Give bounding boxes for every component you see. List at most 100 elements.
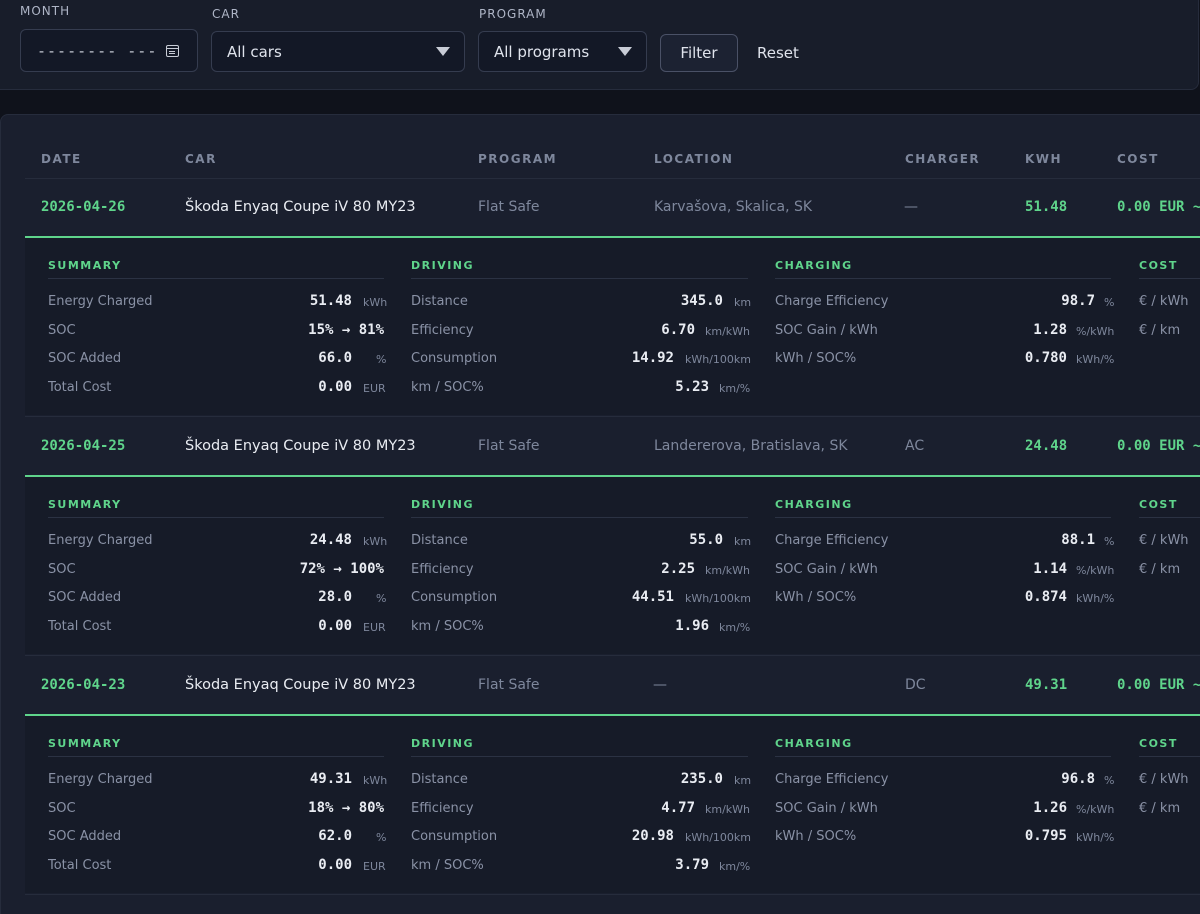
soc-gain-label: SOC Gain / kWh bbox=[775, 562, 878, 577]
energy-charged-unit: kWh bbox=[363, 535, 388, 548]
efficiency-unit: km/kWh bbox=[705, 803, 751, 816]
section-divider bbox=[775, 756, 1111, 757]
soc-value: 18% → 80% bbox=[308, 800, 384, 816]
km-per-soc-value: 3.79 bbox=[675, 857, 709, 873]
header-kwh[interactable]: KWH bbox=[1025, 152, 1063, 166]
consumption-value: 44.51 bbox=[631, 589, 674, 605]
driving-title: DRIVING bbox=[411, 737, 475, 750]
energy-charged-value: 51.48 bbox=[309, 293, 352, 309]
energy-charged-value: 49.31 bbox=[309, 771, 352, 787]
efficiency-value: 4.77 bbox=[661, 800, 695, 816]
row-detail-panel bbox=[25, 477, 1200, 654]
distance-value: 235.0 bbox=[680, 771, 723, 787]
section-divider bbox=[775, 278, 1111, 279]
km-per-soc-unit: km/% bbox=[719, 860, 751, 873]
month-input[interactable]: -------- --- bbox=[20, 29, 198, 72]
soc-label: SOC bbox=[48, 801, 76, 816]
header-charger[interactable]: CHARGER bbox=[905, 152, 981, 166]
car-select-value: All cars bbox=[227, 42, 282, 61]
soc-gain-value: 1.28 bbox=[1033, 322, 1067, 338]
charge-efficiency-value: 96.8 bbox=[1061, 771, 1095, 787]
distance-label: Distance bbox=[411, 294, 468, 309]
header-car[interactable]: CAR bbox=[185, 152, 217, 166]
efficiency-label: Efficiency bbox=[411, 801, 474, 816]
cost-per-kwh-label: € / kWh bbox=[1139, 294, 1189, 309]
row-detail-panel bbox=[25, 238, 1200, 415]
summary-title: SUMMARY bbox=[48, 498, 122, 511]
total-cost-unit: EUR bbox=[363, 382, 386, 395]
chevron-down-icon bbox=[436, 47, 450, 56]
kwh-per-soc-value: 0.874 bbox=[1024, 589, 1067, 605]
soc-gain-unit: %/kWh bbox=[1076, 325, 1115, 338]
row-charger: DC bbox=[905, 677, 926, 693]
energy-charged-value: 24.48 bbox=[309, 532, 352, 548]
soc-added-value: 28.0 bbox=[318, 589, 352, 605]
charge-efficiency-unit: % bbox=[1104, 296, 1115, 309]
program-select[interactable]: All programs bbox=[478, 31, 647, 72]
row-divider bbox=[25, 655, 1200, 656]
charging-title: CHARGING bbox=[775, 259, 853, 272]
row-kwh: 49.31 bbox=[1025, 677, 1068, 693]
row-kwh: 24.48 bbox=[1025, 438, 1068, 454]
soc-added-label: SOC Added bbox=[48, 590, 122, 605]
driving-title: DRIVING bbox=[411, 259, 475, 272]
row-cost: 0.00 EUR ~ bbox=[1117, 438, 1200, 454]
soc-label: SOC bbox=[48, 562, 76, 577]
row-car: Škoda Enyaq Coupe iV 80 MY23 bbox=[185, 677, 416, 693]
header-location[interactable]: LOCATION bbox=[654, 152, 734, 166]
total-cost-label: Total Cost bbox=[48, 858, 112, 873]
cost-title: COST bbox=[1139, 259, 1178, 272]
chevron-down-icon bbox=[618, 47, 632, 56]
cost-per-km-label: € / km bbox=[1139, 323, 1181, 338]
soc-value: 15% → 81% bbox=[308, 322, 384, 338]
km-per-soc-value: 5.23 bbox=[675, 379, 709, 395]
consumption-label: Consumption bbox=[411, 829, 498, 844]
consumption-unit: kWh/100km bbox=[685, 831, 752, 844]
header-program[interactable]: PROGRAM bbox=[478, 152, 558, 166]
efficiency-value: 6.70 bbox=[661, 322, 695, 338]
km-per-soc-unit: km/% bbox=[719, 621, 751, 634]
soc-label: SOC bbox=[48, 323, 76, 338]
soc-gain-unit: %/kWh bbox=[1076, 803, 1115, 816]
row-date: 2026-04-23 bbox=[41, 677, 126, 693]
row-expanded-indicator bbox=[25, 714, 1200, 716]
charge-efficiency-label: Charge Efficiency bbox=[775, 294, 889, 309]
car-select[interactable]: All cars bbox=[211, 31, 465, 72]
km-per-soc-label: km / SOC% bbox=[411, 619, 484, 634]
distance-unit: km bbox=[734, 296, 752, 309]
charging-title: CHARGING bbox=[775, 498, 853, 511]
soc-gain-value: 1.26 bbox=[1033, 800, 1067, 816]
kwh-per-soc-label: kWh / SOC% bbox=[775, 351, 857, 366]
calendar-icon[interactable] bbox=[166, 44, 179, 57]
kwh-per-soc-unit: kWh/% bbox=[1076, 353, 1115, 366]
total-cost-value: 0.00 bbox=[318, 857, 352, 873]
row-program: Flat Safe bbox=[478, 199, 540, 215]
charging-title: CHARGING bbox=[775, 737, 853, 750]
filter-button[interactable]: Filter bbox=[660, 34, 738, 72]
program-select-value: All programs bbox=[494, 42, 590, 61]
energy-charged-unit: kWh bbox=[363, 774, 388, 787]
consumption-value: 20.98 bbox=[631, 828, 674, 844]
charge-efficiency-label: Charge Efficiency bbox=[775, 772, 889, 787]
soc-added-unit: % bbox=[376, 353, 387, 366]
energy-charged-label: Energy Charged bbox=[48, 772, 153, 787]
charge-efficiency-unit: % bbox=[1104, 774, 1115, 787]
efficiency-unit: km/kWh bbox=[705, 325, 751, 338]
row-detail-panel bbox=[25, 716, 1200, 893]
km-per-soc-unit: km/% bbox=[719, 382, 751, 395]
row-program: Flat Safe bbox=[478, 677, 540, 693]
summary-title: SUMMARY bbox=[48, 259, 122, 272]
consumption-unit: kWh/100km bbox=[685, 353, 752, 366]
efficiency-label: Efficiency bbox=[411, 562, 474, 577]
cost-title: COST bbox=[1139, 498, 1178, 511]
kwh-per-soc-unit: kWh/% bbox=[1076, 592, 1115, 605]
kwh-per-soc-value: 0.780 bbox=[1024, 350, 1067, 366]
cost-per-kwh-label: € / kWh bbox=[1139, 533, 1189, 548]
row-car: Škoda Enyaq Coupe iV 80 MY23 bbox=[185, 438, 416, 454]
energy-charged-unit: kWh bbox=[363, 296, 388, 309]
header-date[interactable]: DATE bbox=[41, 152, 82, 166]
energy-charged-label: Energy Charged bbox=[48, 294, 153, 309]
row-divider bbox=[25, 894, 1200, 895]
reset-button[interactable]: Reset bbox=[757, 44, 799, 62]
header-cost[interactable]: COST bbox=[1117, 152, 1159, 166]
